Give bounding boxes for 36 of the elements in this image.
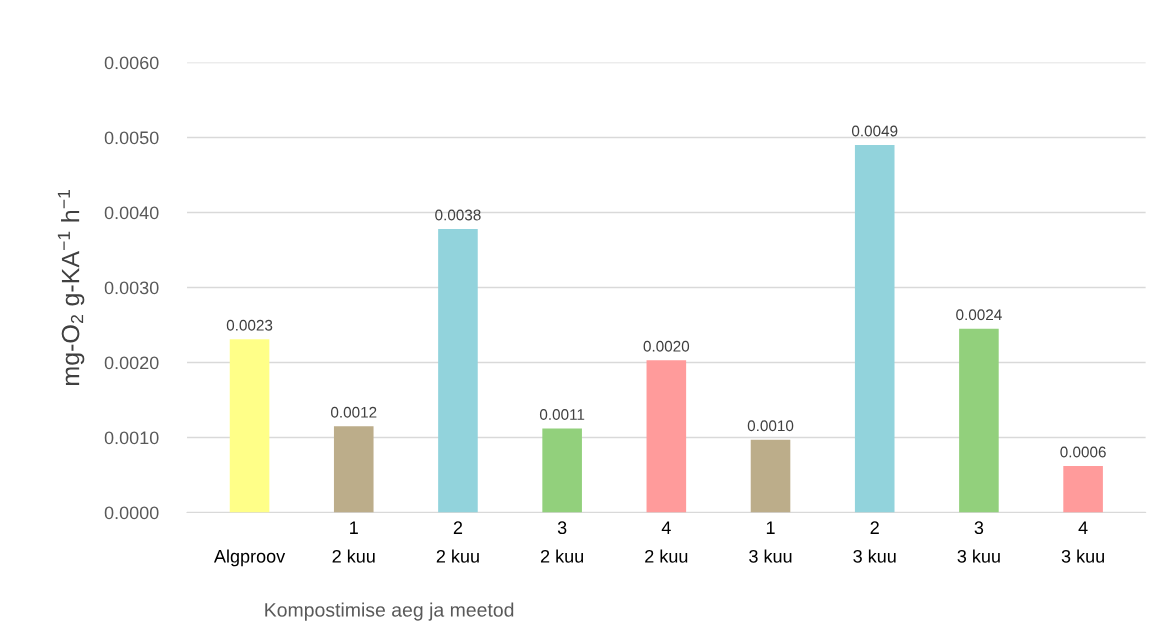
y-tick-label: 0.0040 bbox=[104, 206, 159, 220]
y-axis-title: mg-O$_{2}$ g-KA$^{−1}$ h$^{−1}$ bbox=[57, 189, 85, 385]
y-tick-label: 0.0050 bbox=[104, 131, 159, 145]
bar bbox=[646, 360, 687, 513]
data-label: 0.0049 bbox=[851, 125, 898, 137]
x-tick-label: 3 2 kuu bbox=[540, 521, 584, 563]
bar bbox=[854, 145, 895, 513]
x-tick-label: 1 2 kuu bbox=[332, 521, 375, 563]
bar bbox=[1063, 466, 1103, 513]
data-label: 0.0012 bbox=[330, 406, 377, 418]
y-tick-label: 0.0000 bbox=[104, 506, 159, 520]
x-tick-label: 4 2 kuu bbox=[645, 521, 688, 563]
bar bbox=[438, 229, 478, 513]
data-label: 0.0010 bbox=[747, 420, 794, 432]
bar bbox=[229, 339, 270, 513]
data-label: 0.0038 bbox=[435, 209, 481, 221]
x-tick-label: 2 2 kuu bbox=[436, 521, 479, 563]
x-tick-label: Algproov bbox=[213, 549, 286, 567]
y-tick-label: 0.0020 bbox=[104, 356, 159, 370]
bar bbox=[750, 439, 791, 513]
y-tick-label: 0.0010 bbox=[104, 431, 159, 445]
data-label: 0.0011 bbox=[539, 409, 585, 420]
data-label: 0.0024 bbox=[956, 309, 1002, 321]
x-tick-label: 4 3 kuu bbox=[1061, 521, 1104, 563]
bar bbox=[333, 426, 374, 513]
x-tick-label: 3 3 kuu bbox=[957, 521, 1000, 563]
y-tick-label: 0.0060 bbox=[104, 56, 159, 70]
data-label: 0.0006 bbox=[1060, 446, 1106, 458]
bar bbox=[959, 328, 999, 513]
y-tick-label: 0.0030 bbox=[104, 281, 159, 295]
x-tick-label: 1 3 kuu bbox=[749, 521, 792, 563]
x-tick-label: 2 3 kuu bbox=[853, 521, 896, 563]
data-label: 0.0023 bbox=[226, 319, 273, 331]
x-axis-title: Kompostimise aeg ja meetod bbox=[265, 602, 514, 621]
data-label: 0.0020 bbox=[643, 340, 690, 352]
bar bbox=[542, 428, 582, 513]
